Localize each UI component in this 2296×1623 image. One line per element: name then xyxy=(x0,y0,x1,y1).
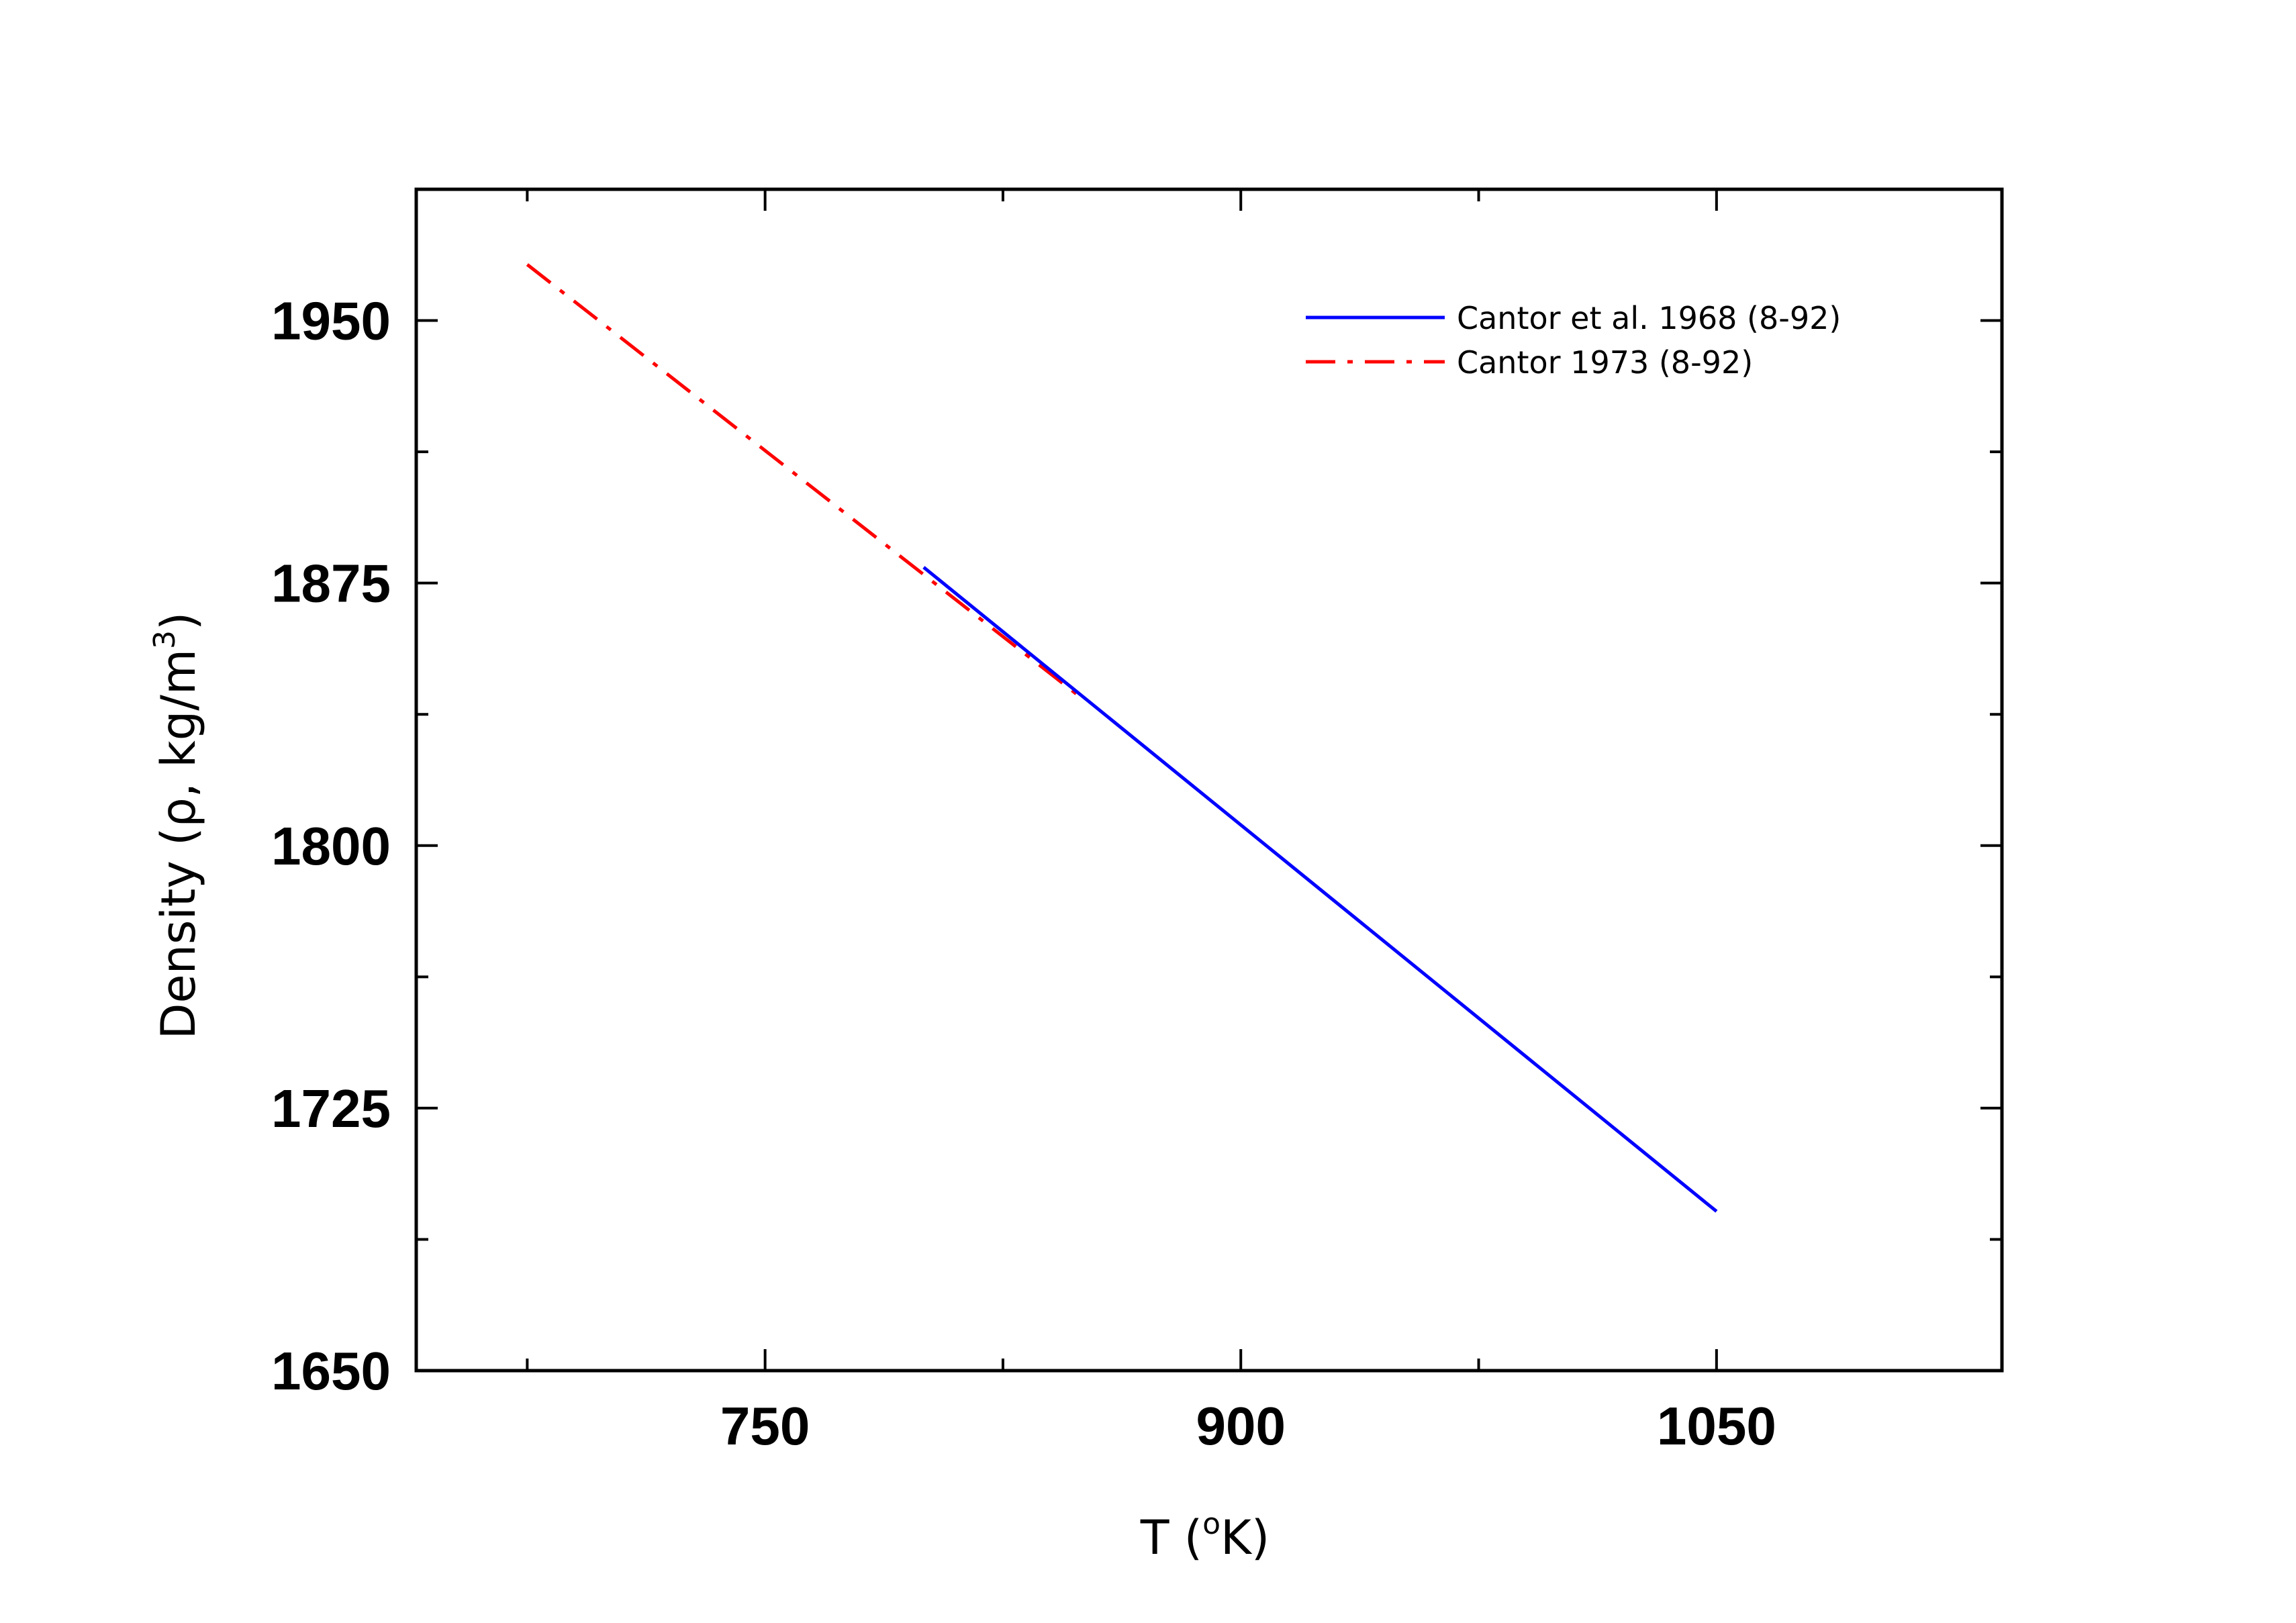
y-tick-label: 1875 xyxy=(271,554,391,613)
x-axis-title: T (oK) xyxy=(1140,1507,1270,1565)
legend: Cantor et al. 1968 (8-92) Cantor 1973 (8… xyxy=(1306,300,1841,381)
x-tick-label: 900 xyxy=(1196,1396,1285,1456)
x-tick-label: 750 xyxy=(720,1396,810,1456)
x-tick-label: 1050 xyxy=(1657,1396,1776,1456)
y-tick-label: 1800 xyxy=(271,816,391,876)
legend-label-cantor-1973: Cantor 1973 (8-92) xyxy=(1457,344,1753,381)
y-tick-label: 1725 xyxy=(271,1079,391,1138)
series-line-cantor-1968 xyxy=(922,566,1718,1213)
series-line-cantor-1973 xyxy=(526,263,1084,700)
legend-label-cantor-1968: Cantor et al. 1968 (8-92) xyxy=(1457,300,1841,336)
y-axis-title: Density (ρ, kg/m3) xyxy=(148,612,206,1040)
plot-frame xyxy=(414,187,2004,1373)
y-tick-label: 1650 xyxy=(271,1341,391,1401)
y-tick-label: 1950 xyxy=(271,291,391,351)
